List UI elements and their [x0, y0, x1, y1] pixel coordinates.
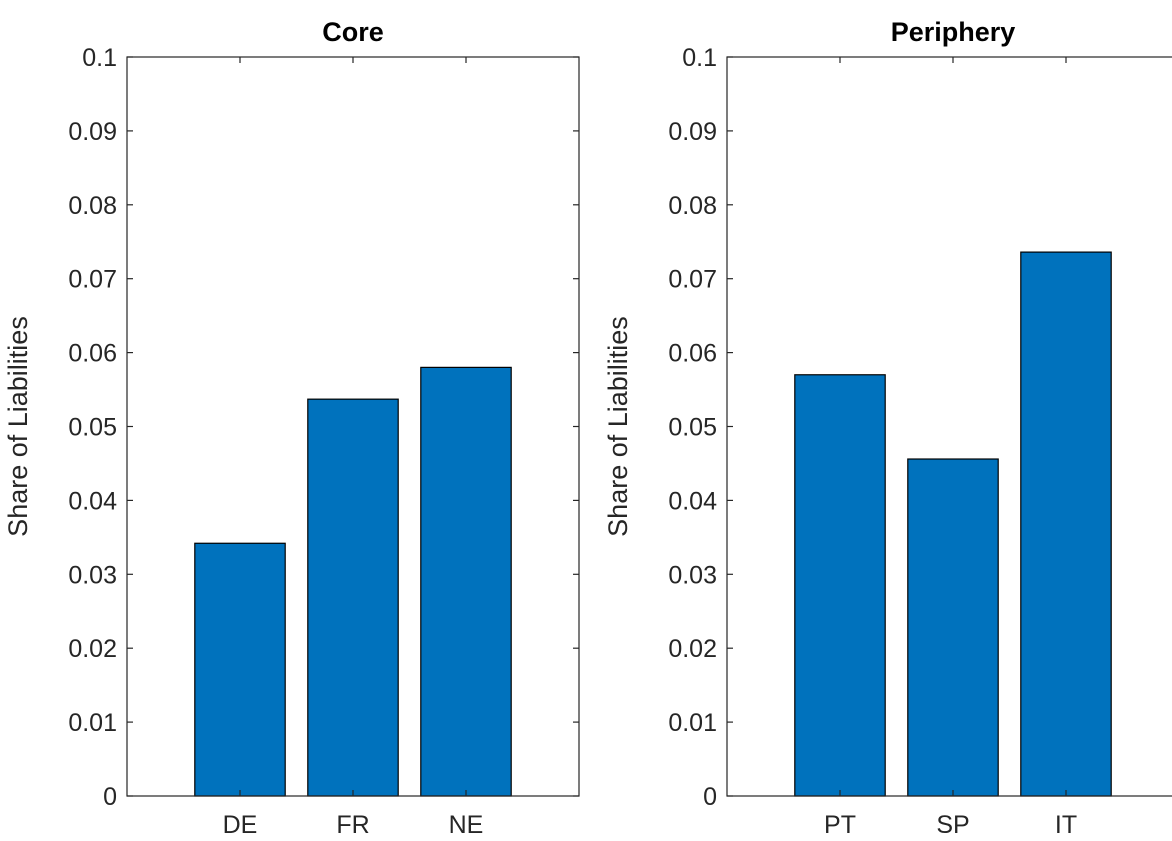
bar-de	[194, 542, 286, 797]
y-ticks: 0 0.01 0.02 0.03 0.04 0.05 0.06 0.07 0.08 0.09 0.1	[68, 44, 579, 811]
bars	[794, 251, 1112, 797]
y-tick-label: 0.07	[668, 266, 717, 294]
bar-fr	[307, 398, 399, 797]
y-tick-label: 0.02	[68, 635, 117, 663]
y-axis-label: Share of Liabilities	[603, 316, 633, 537]
y-tick-label: 0.09	[68, 118, 117, 146]
y-tick-label: 0.05	[68, 414, 117, 442]
y-tick-label: 0.01	[68, 709, 117, 737]
y-tick-label: 0.04	[668, 487, 717, 515]
y-tick-label: 0.05	[668, 414, 717, 442]
bar-ne	[420, 366, 512, 797]
y-tick-label: 0.03	[668, 561, 717, 589]
y-tick-label: 0.06	[68, 340, 117, 368]
y-tick-label: 0.1	[682, 44, 717, 72]
y-tick-label: 0.08	[68, 192, 117, 220]
x-tick-label: NE	[449, 811, 484, 839]
x-tick-label: SP	[936, 811, 969, 839]
x-tick-label: FR	[336, 811, 369, 839]
x-tick-label: PT	[824, 811, 856, 839]
y-tick-label: 0.04	[68, 487, 117, 515]
x-ticks: PT SP IT	[824, 57, 1077, 839]
bar-pt	[794, 374, 886, 797]
bar-it	[1020, 251, 1112, 797]
y-tick-label: 0.06	[668, 340, 717, 368]
y-tick-label: 0	[703, 783, 717, 811]
x-tick-label: DE	[223, 811, 258, 839]
chart-core: Core Share of Liabilities 00.010.020.030…	[3, 17, 580, 839]
y-ticks: 0 0.01 0.02 0.03 0.04 0.05 0.06 0.07 0.08 0.09 0.1	[668, 44, 733, 811]
x-ticks: DE FR NE	[223, 57, 484, 839]
chart-periphery: Periphery Share of Liabilities 0 0.01 0.02…	[603, 17, 1172, 839]
chart-title: Core	[322, 17, 384, 47]
chart-title: Periphery	[891, 17, 1016, 47]
y-tick-label: 0.07	[68, 266, 117, 294]
y-tick-label: 0	[103, 783, 117, 811]
x-tick-label: IT	[1055, 811, 1077, 839]
y-tick-label: 0.08	[668, 192, 717, 220]
y-tick-label: 0.09	[668, 118, 717, 146]
y-tick-label: 0.01	[668, 709, 717, 737]
y-tick-label: 0.03	[68, 561, 117, 589]
y-tick-label: 0.1	[82, 44, 117, 72]
bar-sp	[907, 458, 999, 797]
y-axis-label: Share of Liabilities	[3, 316, 33, 537]
bars	[194, 366, 512, 797]
y-tick-label: 0.02	[668, 635, 717, 663]
